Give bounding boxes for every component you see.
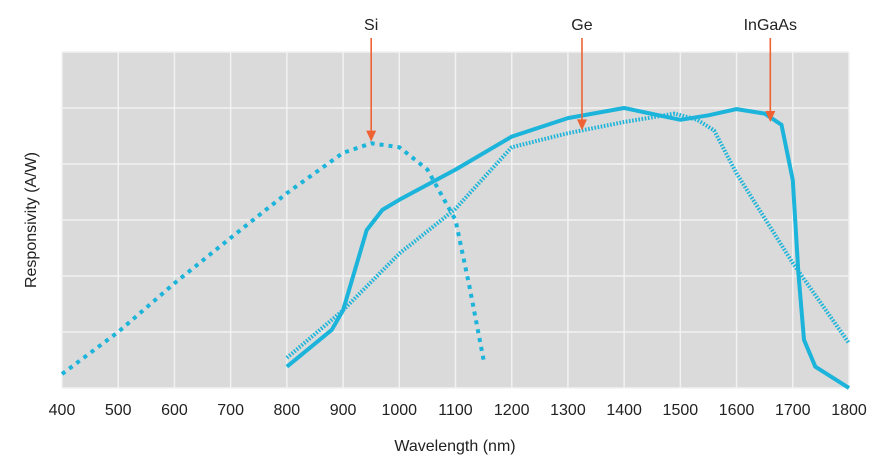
x-tick-label: 1300 (550, 402, 586, 419)
arrow-head-icon (366, 130, 377, 142)
annotation-label-si: Si (364, 17, 378, 34)
x-tick-label: 1400 (606, 402, 642, 419)
grid (61, 51, 850, 389)
annotations: Si Ge InGaAs (364, 17, 797, 142)
series-line-ingaas (285, 106, 851, 390)
series-group (60, 106, 851, 390)
x-tick-label: 1100 (438, 402, 473, 419)
x-axis-label: Wavelength (nm) (394, 438, 515, 455)
x-tick-labels: 400 500 600 700 800 900 1000 1100 1200 1300 1400 15… (49, 402, 867, 419)
x-tick-label: 1700 (775, 402, 811, 419)
x-tick-label: 1000 (381, 402, 417, 419)
arrow-head-icon (576, 119, 587, 131)
series-line-ge (285, 111, 851, 360)
annotation-label-ingaas: InGaAs (744, 17, 797, 34)
x-tick-label: 500 (105, 402, 132, 419)
x-tick-label: 700 (217, 402, 244, 419)
x-tick-label: 1500 (663, 402, 699, 419)
x-tick-label: 600 (161, 402, 188, 419)
series-line-si (60, 141, 486, 376)
x-tick-label: 1600 (719, 402, 755, 419)
x-tick-label: 1800 (831, 402, 867, 419)
x-tick-label: 400 (49, 402, 76, 419)
annotation-label-ge: Ge (571, 17, 592, 34)
y-axis-label: Responsivity (A/W) (23, 152, 40, 288)
x-tick-label: 900 (330, 402, 357, 419)
arrow-head-icon (765, 111, 776, 122)
x-tick-label: 800 (274, 402, 301, 419)
x-tick-label: 1200 (494, 402, 530, 419)
